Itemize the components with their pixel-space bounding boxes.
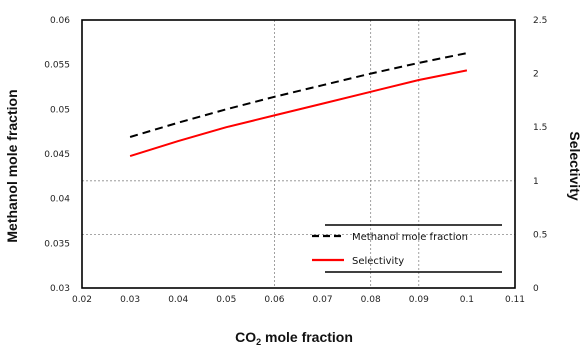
y-left-tick-label: 0.05 [50,105,70,115]
x-tick-label: 0.11 [505,295,525,305]
x-tick-label: 0.05 [216,295,236,305]
series-line-selectivity [129,69,468,158]
y-axis-right-title: Selectivity [567,131,583,200]
series-layer [129,52,468,158]
legend: Methanol mole fraction Selectivity [312,224,502,273]
x-axis-title-subscript: 2 [256,337,261,347]
y-right-tick-label: 0.5 [533,230,547,240]
y-left-tick-label: 0.035 [44,239,70,249]
x-tick-label: 0.04 [168,295,188,305]
grid [82,20,515,288]
x-tick-label: 0.08 [361,295,381,305]
x-tick-label: 0.06 [264,295,284,305]
legend-label-methanol: Methanol mole fraction [352,232,468,243]
x-tick-label: 0.07 [313,295,333,305]
x-tick-label: 0.09 [409,295,429,305]
x-axis-title-base: CO [235,329,256,345]
y-right-tick-label: 2 [533,70,539,80]
y-right-tick-label: 1.5 [533,123,547,133]
y-left-tick-label: 0.045 [44,150,70,160]
x-tick-label: 0.02 [72,295,92,305]
tick-labels: 0.02 0.03 0.04 0.05 0.06 0.07 0.08 0.09 0.1 0.110… [44,16,547,305]
x-tick-label: 0.1 [460,295,474,305]
y-right-tick-label: 2.5 [533,16,547,26]
x-axis-title-rest: mole fraction [261,329,353,345]
legend-label-selectivity: Selectivity [352,256,404,267]
y-left-tick-label: 0.06 [50,16,70,26]
y-right-tick-label: 0 [533,284,539,294]
y-right-tick-label: 1 [533,177,539,187]
y-left-tick-label: 0.04 [50,195,70,205]
x-axis-title: CO2 mole fraction [235,329,353,347]
series-line-methanol [129,52,468,138]
y-axis-left-title: Methanol mole fraction [4,89,20,242]
y-left-tick-label: 0.055 [44,61,70,71]
y-left-tick-label: 0.03 [50,284,70,294]
plot-frame [81,19,516,289]
x-tick-label: 0.03 [120,295,140,305]
